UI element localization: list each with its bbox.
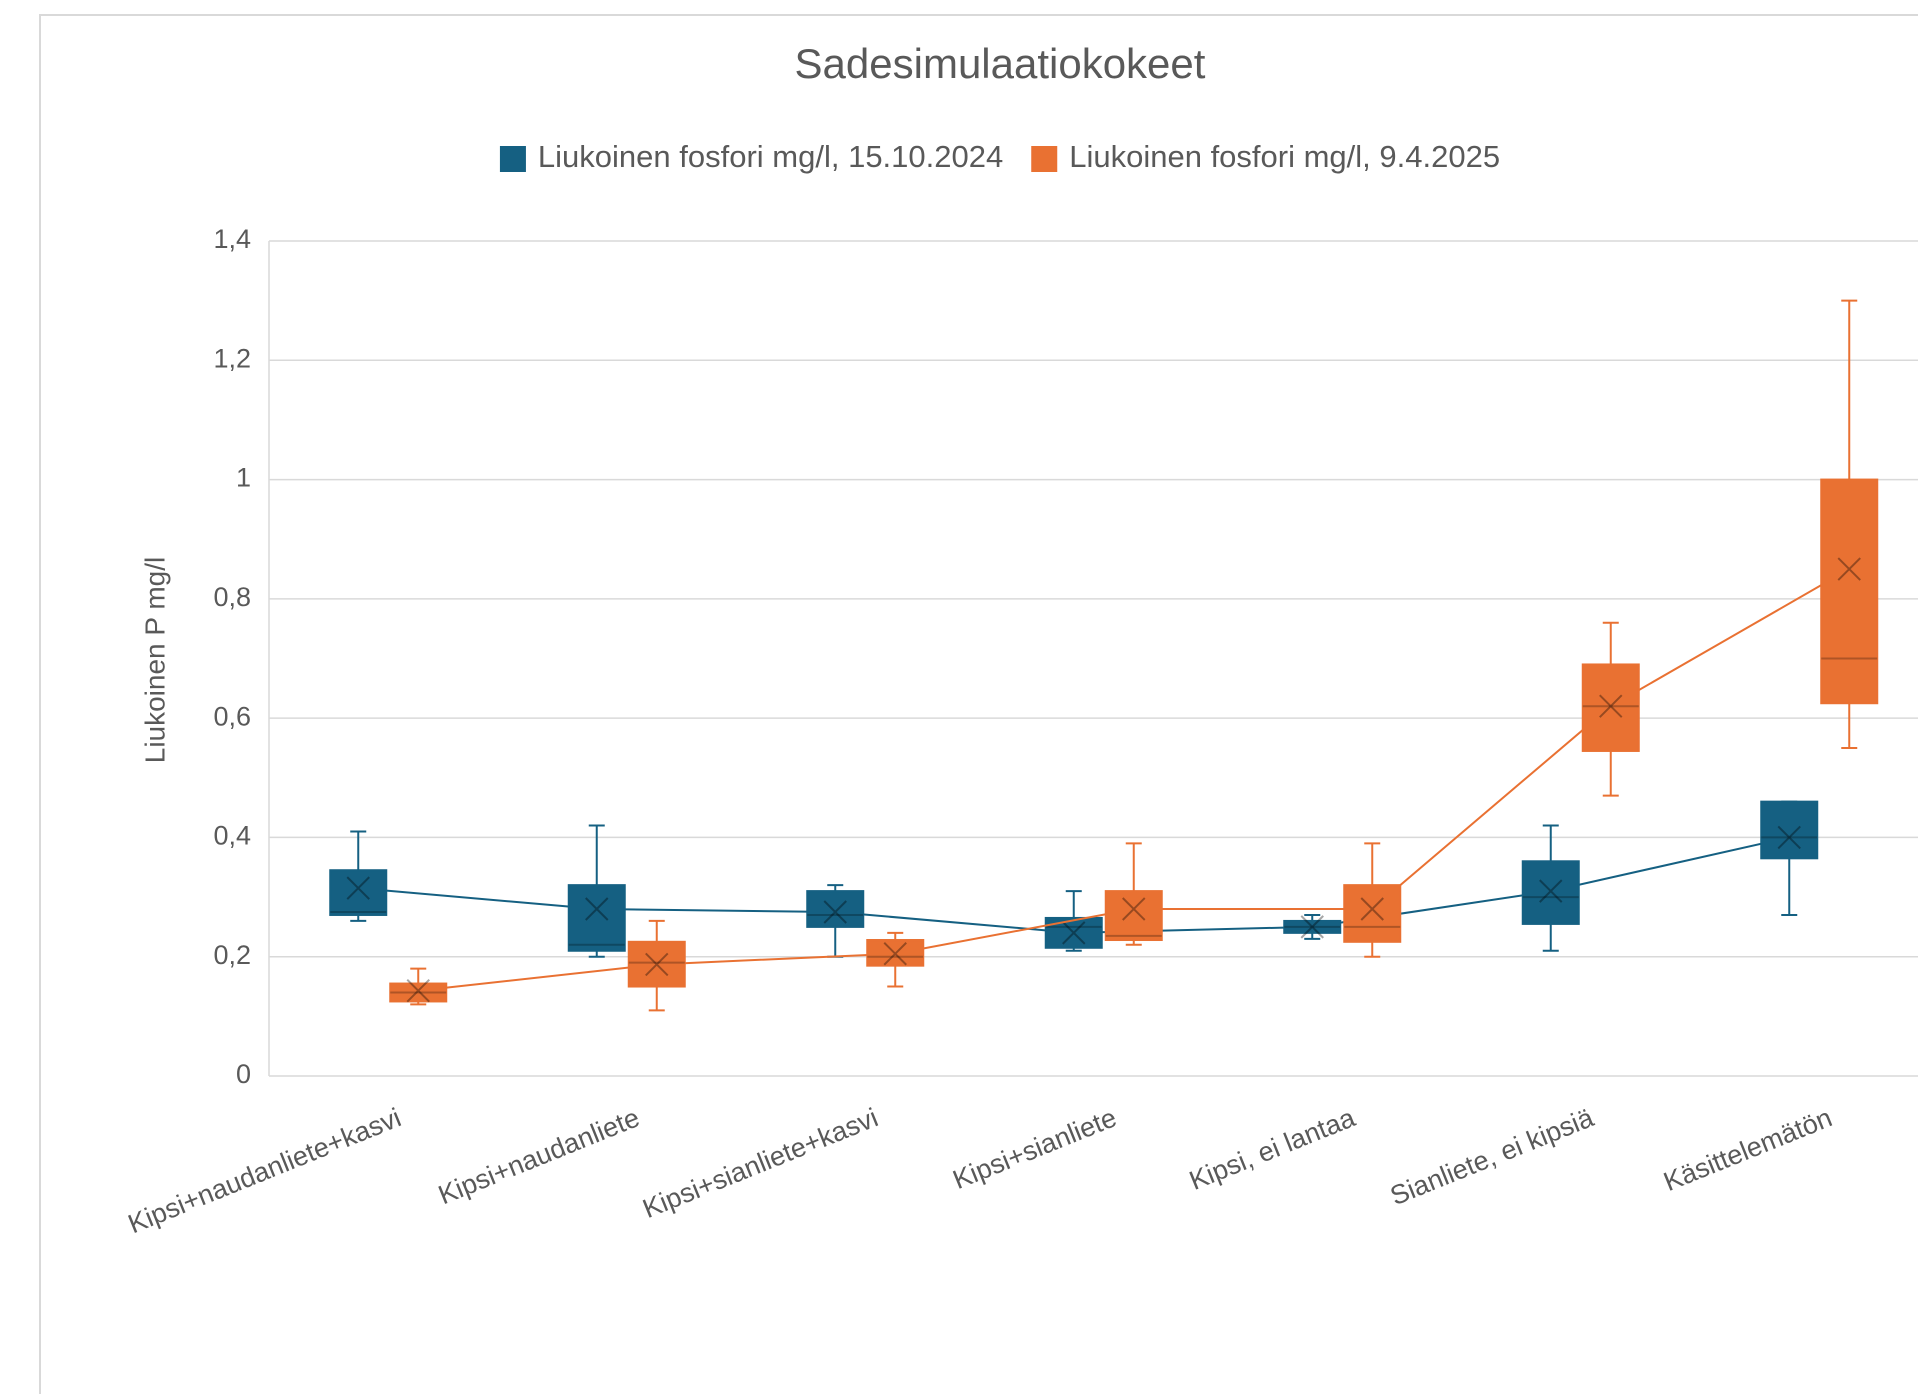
box bbox=[1343, 884, 1402, 943]
mean-marker bbox=[823, 900, 847, 924]
mean-marker bbox=[883, 942, 907, 966]
box bbox=[1820, 478, 1879, 705]
box bbox=[567, 884, 626, 952]
legend-swatch bbox=[1031, 146, 1058, 172]
box bbox=[329, 869, 388, 916]
box bbox=[389, 982, 448, 1003]
y-axis-title: Liukoinen P mg/l bbox=[139, 557, 170, 764]
y-tick-label: 0,4 bbox=[213, 821, 251, 851]
mean-marker bbox=[1360, 897, 1384, 921]
mean-marker bbox=[1062, 921, 1086, 945]
box bbox=[1521, 860, 1580, 925]
box bbox=[806, 890, 865, 928]
y-tick-label: 1,2 bbox=[213, 343, 251, 373]
mean-marker bbox=[585, 897, 609, 921]
box bbox=[627, 940, 686, 988]
mean-marker bbox=[406, 979, 430, 1003]
y-tick-label: 0,2 bbox=[213, 940, 251, 970]
box bbox=[1104, 890, 1163, 942]
box bbox=[1283, 919, 1342, 934]
chart-title: Sadesimulaatiokokeet bbox=[795, 40, 1206, 87]
mean-marker bbox=[1300, 915, 1324, 939]
box bbox=[1581, 663, 1640, 752]
y-tick-label: 1 bbox=[236, 463, 251, 493]
mean-marker bbox=[346, 876, 370, 900]
legend-swatch bbox=[499, 146, 526, 172]
y-tick-label: 0 bbox=[236, 1059, 251, 1089]
mean-marker bbox=[645, 952, 669, 977]
mean-marker bbox=[1777, 825, 1801, 850]
mean-marker bbox=[1837, 557, 1861, 581]
mean-marker bbox=[1122, 897, 1146, 921]
mean-marker bbox=[1599, 694, 1623, 718]
box bbox=[866, 939, 925, 967]
box bbox=[1760, 800, 1819, 860]
legend-label: Liukoinen fosfori mg/l, 15.10.2024 bbox=[538, 139, 1003, 174]
mean-marker bbox=[1539, 879, 1563, 903]
y-tick-label: 1,4 bbox=[213, 224, 251, 254]
y-tick-label: 0,8 bbox=[213, 582, 251, 612]
legend-label: Liukoinen fosfori mg/l, 9.4.2025 bbox=[1069, 139, 1500, 174]
y-tick-label: 0,6 bbox=[213, 701, 251, 731]
